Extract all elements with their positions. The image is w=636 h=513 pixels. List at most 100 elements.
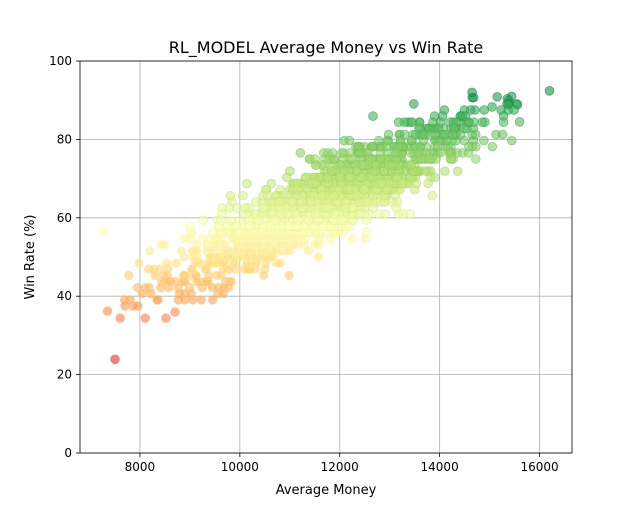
scatter-point bbox=[204, 270, 214, 281]
scatter-point bbox=[405, 148, 416, 158]
scatter-point bbox=[407, 117, 417, 127]
scatter-point bbox=[356, 209, 367, 219]
scatter-point bbox=[306, 197, 317, 207]
scatter-point bbox=[275, 197, 285, 207]
scatter-point bbox=[253, 215, 264, 226]
scatter-point bbox=[318, 221, 329, 232]
scatter-point bbox=[359, 184, 370, 195]
scatter-point bbox=[204, 252, 215, 262]
x-axis-label: Average Money bbox=[276, 483, 377, 498]
scatter-point bbox=[232, 203, 242, 213]
x-tick-label: 16000 bbox=[520, 460, 558, 474]
scatter-point bbox=[293, 239, 304, 250]
y-tick-label: 80 bbox=[57, 132, 72, 146]
scatter-point bbox=[477, 117, 488, 127]
scatter-point bbox=[284, 221, 295, 232]
scatter-point bbox=[186, 288, 196, 299]
scatter-point bbox=[506, 91, 517, 102]
scatter-point bbox=[329, 190, 340, 201]
scatter-point bbox=[381, 141, 392, 152]
x-tick-label: 12000 bbox=[321, 460, 359, 474]
scatter-point bbox=[303, 215, 314, 226]
scatter-point bbox=[297, 197, 307, 207]
scatter-point bbox=[163, 276, 173, 287]
scatter-point bbox=[265, 221, 276, 232]
scatter-point bbox=[179, 276, 190, 287]
y-tick-label: 100 bbox=[49, 54, 72, 68]
scatter-point bbox=[478, 135, 489, 146]
scatter-point bbox=[430, 129, 440, 140]
scatter-point bbox=[262, 190, 273, 201]
scatter-point bbox=[487, 102, 497, 112]
scatter-point bbox=[310, 154, 320, 164]
scatter-point bbox=[492, 92, 503, 102]
scatter-point bbox=[360, 233, 371, 244]
x-tick-label: 14000 bbox=[421, 460, 459, 474]
scatter-point bbox=[287, 233, 298, 244]
scatter-point bbox=[238, 190, 248, 201]
scatter-point bbox=[330, 227, 341, 238]
scatter-point bbox=[467, 87, 477, 98]
scatter-point bbox=[397, 178, 408, 189]
scatter-point bbox=[120, 301, 130, 311]
scatter-point bbox=[218, 258, 228, 268]
scatter-point bbox=[392, 172, 402, 183]
x-tick-label: 8000 bbox=[125, 460, 156, 474]
scatter-point bbox=[498, 117, 509, 127]
scatter-point bbox=[197, 282, 208, 293]
scatter-point bbox=[406, 135, 417, 146]
scatter-point bbox=[368, 111, 378, 121]
axes-frame bbox=[79, 60, 573, 454]
scatter-point bbox=[292, 184, 302, 195]
scatter-point bbox=[413, 148, 424, 158]
x-tick-label: 10000 bbox=[221, 460, 259, 474]
scatter-point bbox=[335, 172, 346, 183]
scatter-point bbox=[423, 178, 433, 189]
scatter-point bbox=[266, 178, 277, 189]
scatter-point bbox=[266, 252, 277, 262]
scatter-point bbox=[352, 190, 363, 201]
scatter-point bbox=[156, 239, 167, 250]
scatter-point bbox=[329, 209, 340, 219]
scatter-point bbox=[314, 233, 325, 244]
scatter-point bbox=[275, 184, 286, 195]
scatter-point bbox=[326, 166, 337, 177]
scatter-point bbox=[102, 306, 113, 316]
x-axis-ticks: 8000 10000 12000 14000 16000 bbox=[125, 453, 559, 474]
scatter-point bbox=[317, 190, 328, 201]
scatter-point bbox=[351, 166, 362, 177]
scatter-point bbox=[387, 160, 398, 170]
scatter-point bbox=[313, 252, 324, 262]
scatter-point bbox=[357, 160, 368, 170]
scatter-point bbox=[408, 99, 419, 109]
scatter-point bbox=[393, 117, 404, 127]
scatter-point bbox=[424, 154, 434, 164]
scatter-point bbox=[370, 166, 381, 177]
scatter-point bbox=[217, 227, 227, 238]
scatter-point bbox=[192, 276, 202, 287]
scatter-point bbox=[223, 282, 234, 293]
scatter-point bbox=[242, 178, 252, 189]
scatter-point bbox=[242, 252, 252, 262]
scatter-point bbox=[509, 105, 519, 115]
scatter-point bbox=[470, 154, 481, 164]
scatter-point bbox=[251, 197, 261, 207]
scatter-point bbox=[463, 117, 474, 127]
scatter-point bbox=[377, 178, 387, 189]
scatter-point bbox=[225, 215, 236, 226]
scatter-point bbox=[240, 239, 251, 250]
scatter-point bbox=[383, 129, 394, 140]
scatter-point bbox=[298, 227, 309, 238]
scatter-point bbox=[373, 209, 384, 219]
scatter-point bbox=[133, 301, 143, 311]
scatter-point bbox=[327, 148, 338, 158]
scatter-point bbox=[544, 86, 555, 96]
scatter-point bbox=[115, 313, 125, 324]
scatter-point bbox=[437, 111, 448, 121]
scatter-point bbox=[446, 154, 457, 164]
scatter-point bbox=[210, 239, 220, 250]
y-tick-label: 20 bbox=[57, 368, 72, 382]
scatter-point bbox=[144, 246, 155, 256]
scatter-point bbox=[336, 148, 347, 158]
